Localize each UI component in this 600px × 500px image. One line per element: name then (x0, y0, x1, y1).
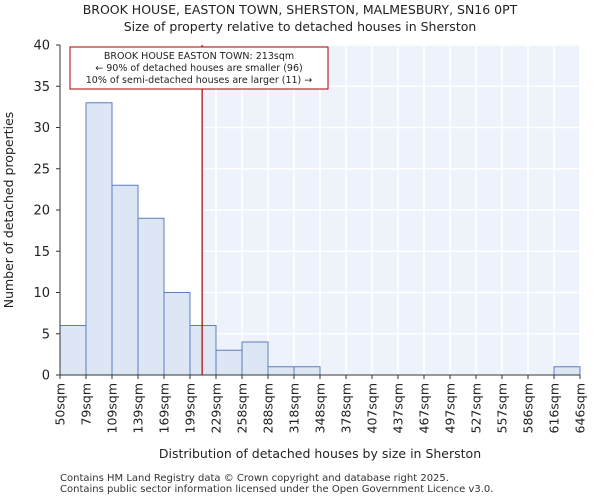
x-tick-label: 467sqm (417, 383, 432, 433)
footer-line-1: Contains HM Land Registry data © Crown c… (60, 473, 449, 484)
y-tick-label: 15 (33, 245, 50, 260)
y-axis-label: Number of detached properties (1, 112, 16, 309)
x-tick-label: 527sqm (469, 383, 484, 433)
histogram-bar (241, 341, 269, 376)
x-tick-label: 139sqm (131, 383, 146, 433)
histogram-bar (553, 366, 581, 376)
x-tick-label: 109sqm (105, 383, 120, 433)
x-tick-label: 318sqm (287, 383, 302, 433)
annotation-line: ← 90% of detached houses are smaller (96… (95, 63, 302, 74)
histogram-bar (215, 349, 243, 376)
x-tick-label: 348sqm (313, 383, 328, 433)
x-tick-label: 497sqm (443, 383, 458, 433)
histogram-bar (163, 292, 191, 376)
x-tick-label: 169sqm (157, 383, 172, 433)
annotation-box (69, 46, 329, 90)
x-axis-label: Distribution of detached houses by size … (159, 446, 481, 461)
y-tick-label: 40 (33, 39, 50, 54)
x-tick-label: 79sqm (79, 383, 94, 426)
x-tick-label: 407sqm (365, 383, 380, 433)
x-tick-label: 437sqm (391, 383, 406, 433)
y-tick-label: 25 (33, 162, 50, 177)
x-tick-label: 616sqm (547, 383, 562, 433)
histogram-bar (293, 366, 321, 376)
chart-subtitle: Size of property relative to detached ho… (123, 19, 477, 34)
chart-title: BROOK HOUSE, EASTON TOWN, SHERSTON, MALM… (82, 2, 518, 17)
x-tick-label: 586sqm (521, 383, 536, 433)
x-tick-label: 258sqm (235, 383, 250, 433)
histogram-bar (189, 325, 217, 376)
x-tick-label: 378sqm (339, 383, 354, 433)
annotation-line: 10% of semi-detached houses are larger (… (86, 75, 313, 86)
x-tick-label: 288sqm (261, 383, 276, 433)
y-tick-label: 30 (33, 121, 50, 136)
y-tick-label: 5 (42, 327, 50, 342)
x-tick-label: 199sqm (183, 383, 198, 433)
y-tick-label: 0 (42, 369, 50, 384)
footer-line-2: Contains public sector information licen… (60, 484, 494, 495)
annotation-line: BROOK HOUSE EASTON TOWN: 213sqm (104, 51, 294, 62)
histogram-bar (59, 325, 87, 376)
histogram-bar (111, 184, 139, 376)
y-tick-label: 10 (33, 286, 50, 301)
y-tick-label: 35 (33, 80, 50, 95)
histogram-bar (85, 102, 113, 376)
histogram-bar (267, 366, 295, 376)
histogram-bar (137, 217, 165, 376)
y-tick-label: 20 (33, 204, 50, 219)
x-tick-label: 50sqm (53, 383, 68, 426)
x-tick-label: 557sqm (495, 383, 510, 433)
x-tick-label: 646sqm (573, 383, 588, 433)
x-tick-label: 229sqm (209, 383, 224, 433)
